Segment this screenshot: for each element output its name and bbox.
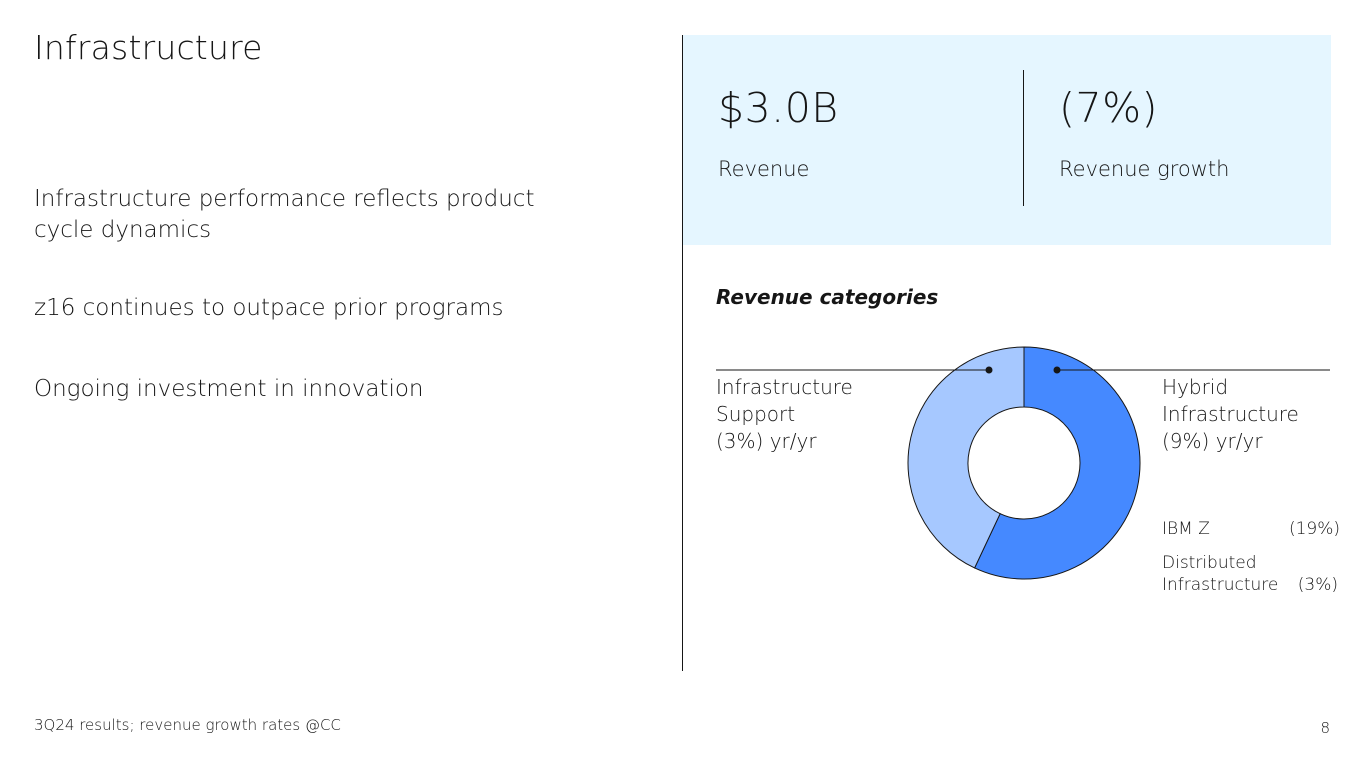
callout-infrastructure-support: Infrastructure Support (3%) yr/yr: [716, 374, 853, 455]
callout-line: Infrastructure: [1162, 402, 1299, 426]
sub-item-ibm-z-name: IBM Z: [1162, 519, 1210, 539]
slide-title: Infrastructure: [34, 28, 263, 67]
revenue-label: Revenue: [718, 157, 810, 181]
donut-slice-infrastructure-support: [907, 346, 1025, 569]
sub-item-line: Distributed: [1162, 553, 1257, 573]
leader-dot-right: [1053, 366, 1061, 374]
bullet-1: Infrastructure performance reflects prod…: [34, 186, 535, 243]
callout-line: (9%) yr/yr: [1162, 429, 1263, 453]
revenue-growth-label: Revenue growth: [1059, 157, 1230, 181]
revenue-growth-value: (7%): [1059, 84, 1159, 132]
callout-line: Hybrid: [1162, 375, 1229, 399]
kpi-panel: [683, 35, 1331, 245]
chart-title: Revenue categories: [716, 285, 939, 309]
sub-item-distributed-name: Distributed Infrastructure: [1162, 552, 1278, 596]
sub-item-distributed-growth: (3%): [1297, 575, 1338, 595]
bullet-3: Ongoing investment in innovation: [34, 376, 424, 402]
donut-slice-hybrid-infrastructure: [973, 346, 1141, 580]
callout-hybrid-infrastructure: Hybrid Infrastructure (9%) yr/yr: [1162, 374, 1299, 455]
footnote: 3Q24 results; revenue growth rates @CC: [34, 716, 341, 734]
callout-line: Support: [716, 402, 796, 426]
revenue-value: $3.0B: [718, 84, 839, 132]
leader-dot-left: [985, 366, 993, 374]
callout-line: (3%) yr/yr: [716, 429, 817, 453]
callout-line: Infrastructure: [716, 375, 853, 399]
donut-slices: [907, 346, 1141, 580]
sub-item-ibm-z-growth: (19%): [1288, 519, 1340, 539]
sub-item-line: Infrastructure: [1162, 575, 1279, 595]
bullet-2: z16 continues to outpace prior programs: [34, 295, 504, 321]
page-number: 8: [1320, 719, 1330, 737]
kpi-divider: [1023, 70, 1024, 206]
section-divider: [682, 35, 683, 671]
